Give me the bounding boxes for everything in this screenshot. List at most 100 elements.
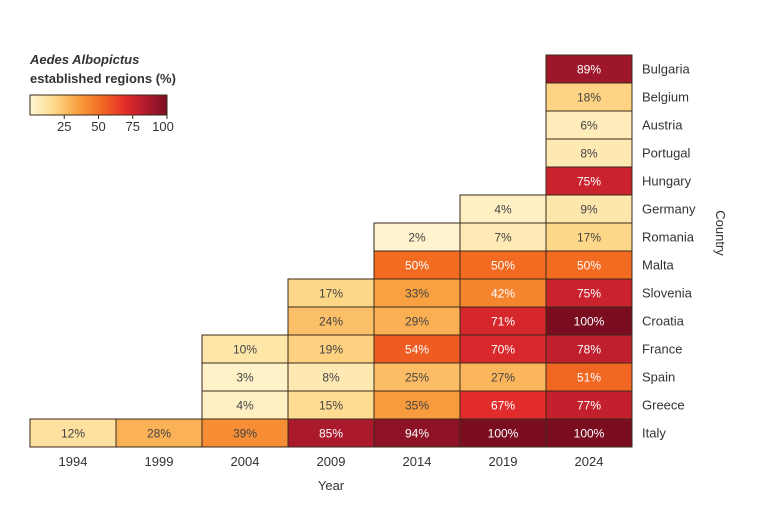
cell-label-malta-2019: 50%: [491, 259, 515, 273]
cell-label-germany-2019: 4%: [494, 203, 512, 217]
legend-title: Aedes Albopictus: [29, 52, 139, 67]
cell-label-hungary-2024: 75%: [577, 175, 601, 189]
cell-label-spain-2009: 8%: [322, 371, 340, 385]
heatmap-cell-spain-2024: [545, 362, 633, 392]
legend-tick-label-1: 50: [91, 119, 105, 134]
cell-label-bulgaria-2024: 89%: [577, 63, 601, 77]
country-label-bulgaria: Bulgaria: [642, 62, 690, 77]
country-label-germany: Germany: [642, 202, 696, 217]
country-label-austria: Austria: [642, 118, 683, 133]
heatmap-cell-greece-2024: [545, 390, 633, 420]
cell-label-italy-2019: 100%: [488, 427, 519, 441]
heatmap-cell-france-2004: [201, 334, 289, 364]
heatmap-cell-italy-2014: [373, 418, 461, 448]
heatmap-cell-spain-2004: [201, 362, 289, 392]
country-label-belgium: Belgium: [642, 90, 689, 105]
heatmap-cell-greece-2004: [201, 390, 289, 420]
heatmap-cell-france-2009: [287, 334, 375, 364]
heatmap-cell-france-2019: [459, 334, 547, 364]
heatmap-cell-bulgaria-2024: [545, 54, 633, 84]
cell-label-greece-2024: 77%: [577, 399, 601, 413]
cell-label-italy-2009: 85%: [319, 427, 343, 441]
heatmap-cells: 89% 18% 6% 8% 75% 4% 9% 2% 7% 17% 50% 50% 50% 17% 33% 4…: [29, 54, 633, 448]
cell-label-romania-2024: 17%: [577, 231, 601, 245]
legend-ticks: 25 50 75 100: [57, 115, 174, 134]
heatmap-cell-slovenia-2019: [459, 278, 547, 308]
legend-tick-label-3: 100: [152, 119, 174, 134]
heatmap-cell-italy-2009: [287, 418, 375, 448]
heatmap-cell-croatia-2014: [373, 306, 461, 336]
cell-label-romania-2014: 2%: [408, 231, 426, 245]
legend-tick-label-2: 75: [126, 119, 140, 134]
year-label-2019: 2019: [489, 454, 518, 469]
year-label-1999: 1999: [145, 454, 174, 469]
cell-label-italy-2004: 39%: [233, 427, 257, 441]
cell-label-malta-2024: 50%: [577, 259, 601, 273]
cell-label-greece-2019: 67%: [491, 399, 515, 413]
cell-label-malta-2014: 50%: [405, 259, 429, 273]
cell-label-france-2024: 78%: [577, 343, 601, 357]
y-axis-label: Country: [713, 210, 728, 256]
heatmap-cell-germany-2019: [459, 194, 547, 224]
cell-label-italy-2024: 100%: [574, 427, 605, 441]
country-label-spain: Spain: [642, 370, 675, 385]
year-label-2014: 2014: [403, 454, 432, 469]
cell-label-slovenia-2009: 17%: [319, 287, 343, 301]
heatmap-cell-malta-2019: [459, 250, 547, 280]
cell-label-spain-2024: 51%: [577, 371, 601, 385]
year-label-2024: 2024: [575, 454, 604, 469]
heatmap-cell-belgium-2024: [545, 82, 633, 112]
cell-label-germany-2024: 9%: [580, 203, 598, 217]
cell-label-greece-2014: 35%: [405, 399, 429, 413]
cell-label-spain-2004: 3%: [236, 371, 254, 385]
x-axis-label: Year: [318, 478, 345, 493]
cell-label-france-2019: 70%: [491, 343, 515, 357]
country-label-portugal: Portugal: [642, 146, 691, 161]
cell-label-slovenia-2014: 33%: [405, 287, 429, 301]
cell-label-portugal-2024: 8%: [580, 147, 598, 161]
cell-label-slovenia-2024: 75%: [577, 287, 601, 301]
cell-label-france-2014: 54%: [405, 343, 429, 357]
cell-label-italy-1994: 12%: [61, 427, 85, 441]
heatmap-cell-slovenia-2024: [545, 278, 633, 308]
country-label-hungary: Hungary: [642, 174, 692, 189]
cell-label-croatia-2024: 100%: [574, 315, 605, 329]
heatmap-cell-italy-2019: [459, 418, 547, 448]
cell-label-belgium-2024: 18%: [577, 91, 601, 105]
heatmap-cell-hungary-2024: [545, 166, 633, 196]
heatmap-cell-romania-2024: [545, 222, 633, 252]
country-label-france: France: [642, 342, 682, 357]
cell-label-greece-2004: 4%: [236, 399, 254, 413]
cell-label-france-2004: 10%: [233, 343, 257, 357]
country-label-greece: Greece: [642, 398, 685, 413]
cell-label-spain-2019: 27%: [491, 371, 515, 385]
cell-label-italy-2014: 94%: [405, 427, 429, 441]
country-axis: Bulgaria Belgium Austria Portugal Hungary Ger…: [642, 62, 696, 441]
country-label-croatia: Croatia: [642, 314, 685, 329]
heatmap-cell-croatia-2024: [545, 306, 633, 336]
heatmap-cell-italy-2024: [545, 418, 633, 448]
heatmap-cell-malta-2024: [545, 250, 633, 280]
cell-label-france-2009: 19%: [319, 343, 343, 357]
country-label-romania: Romania: [642, 230, 695, 245]
legend-tick-label-0: 25: [57, 119, 71, 134]
heatmap-cell-greece-2019: [459, 390, 547, 420]
cell-label-romania-2019: 7%: [494, 231, 512, 245]
country-label-slovenia: Slovenia: [642, 286, 693, 301]
heatmap-cell-italy-1999: [115, 418, 203, 448]
cell-label-italy-1999: 28%: [147, 427, 171, 441]
heatmap-cell-croatia-2019: [459, 306, 547, 336]
cell-label-croatia-2009: 24%: [319, 315, 343, 329]
heatmap-cell-italy-2004: [201, 418, 289, 448]
cell-label-austria-2024: 6%: [580, 119, 598, 133]
cell-label-croatia-2019: 71%: [491, 315, 515, 329]
heatmap-cell-slovenia-2009: [287, 278, 375, 308]
legend-color-bar: [29, 94, 168, 116]
year-label-2009: 2009: [317, 454, 346, 469]
country-label-malta: Malta: [642, 258, 675, 273]
country-label-italy: Italy: [642, 426, 666, 441]
year-label-2004: 2004: [231, 454, 260, 469]
cell-label-spain-2014: 25%: [405, 371, 429, 385]
cell-label-greece-2009: 15%: [319, 399, 343, 413]
